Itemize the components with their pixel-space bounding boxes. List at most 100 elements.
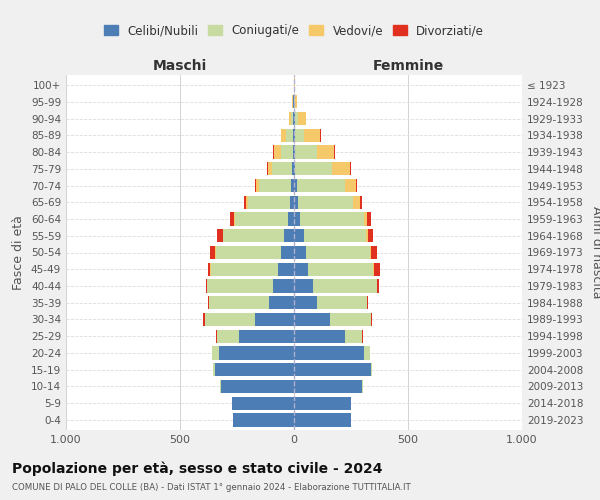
Bar [294, 330, 344, 343]
Bar [267, 162, 268, 175]
Y-axis label: Anni di nascita: Anni di nascita [590, 206, 600, 298]
Bar [217, 330, 239, 343]
Bar [255, 313, 294, 326]
Bar [246, 196, 248, 209]
Bar [259, 179, 291, 192]
Bar [308, 262, 373, 276]
Text: Femmine: Femmine [373, 60, 443, 74]
Bar [206, 280, 208, 292]
Bar [367, 212, 371, 226]
Bar [287, 212, 294, 226]
Bar [230, 212, 234, 226]
Bar [294, 146, 295, 158]
Bar [294, 363, 371, 376]
Bar [208, 262, 211, 276]
Bar [219, 346, 294, 360]
Bar [205, 313, 255, 326]
Legend: Celibi/Nubili, Coniugati/e, Vedovi/e, Divorziati/e: Celibi/Nubili, Coniugati/e, Vedovi/e, Di… [104, 24, 484, 37]
Bar [295, 162, 332, 175]
Bar [223, 229, 284, 242]
Bar [294, 196, 298, 209]
Bar [216, 246, 281, 259]
Text: Maschi: Maschi [153, 60, 207, 74]
Bar [364, 212, 367, 226]
Bar [366, 229, 368, 242]
Bar [294, 112, 295, 125]
Bar [364, 346, 370, 360]
Bar [294, 396, 351, 410]
Bar [294, 280, 313, 292]
Bar [353, 196, 359, 209]
Bar [234, 212, 235, 226]
Bar [268, 162, 272, 175]
Bar [286, 128, 293, 142]
Bar [215, 363, 294, 376]
Bar [367, 296, 368, 310]
Bar [211, 262, 278, 276]
Bar [313, 280, 377, 292]
Bar [344, 179, 356, 192]
Bar [291, 112, 293, 125]
Bar [232, 396, 294, 410]
Bar [344, 330, 362, 343]
Bar [281, 128, 286, 142]
Bar [374, 262, 380, 276]
Bar [294, 414, 350, 426]
Bar [209, 296, 269, 310]
Bar [359, 196, 362, 209]
Bar [298, 112, 306, 125]
Bar [304, 128, 320, 142]
Bar [371, 363, 373, 376]
Bar [294, 246, 306, 259]
Bar [371, 313, 372, 326]
Bar [213, 363, 215, 376]
Bar [294, 262, 308, 276]
Bar [292, 162, 294, 175]
Text: COMUNE DI PALO DEL COLLE (BA) - Dati ISTAT 1° gennaio 2024 - Elaborazione TUTTIT: COMUNE DI PALO DEL COLLE (BA) - Dati IST… [12, 484, 411, 492]
Bar [370, 246, 371, 259]
Bar [306, 246, 370, 259]
Bar [377, 280, 379, 292]
Bar [295, 112, 298, 125]
Bar [294, 162, 295, 175]
Bar [317, 296, 367, 310]
Bar [356, 179, 358, 192]
Bar [244, 196, 246, 209]
Bar [274, 280, 294, 292]
Bar [239, 330, 294, 343]
Bar [291, 179, 294, 192]
Bar [284, 229, 294, 242]
Bar [269, 296, 294, 310]
Bar [278, 262, 294, 276]
Bar [208, 280, 274, 292]
Bar [221, 380, 294, 393]
Bar [293, 146, 294, 158]
Bar [274, 146, 281, 158]
Bar [212, 346, 219, 360]
Bar [248, 196, 290, 209]
Bar [295, 146, 317, 158]
Bar [301, 212, 364, 226]
Text: Popolazione per età, sesso e stato civile - 2024: Popolazione per età, sesso e stato civil… [12, 462, 383, 476]
Bar [294, 212, 301, 226]
Bar [294, 128, 295, 142]
Bar [233, 414, 294, 426]
Bar [293, 128, 294, 142]
Bar [293, 112, 294, 125]
Bar [294, 296, 317, 310]
Bar [295, 128, 304, 142]
Bar [294, 380, 362, 393]
Bar [272, 162, 292, 175]
Bar [304, 229, 366, 242]
Bar [208, 296, 209, 310]
Bar [235, 212, 287, 226]
Bar [281, 146, 293, 158]
Bar [256, 179, 259, 192]
Bar [294, 229, 304, 242]
Bar [294, 179, 297, 192]
Bar [293, 95, 294, 108]
Bar [368, 229, 373, 242]
Bar [297, 179, 344, 192]
Bar [332, 162, 350, 175]
Y-axis label: Fasce di età: Fasce di età [13, 215, 25, 290]
